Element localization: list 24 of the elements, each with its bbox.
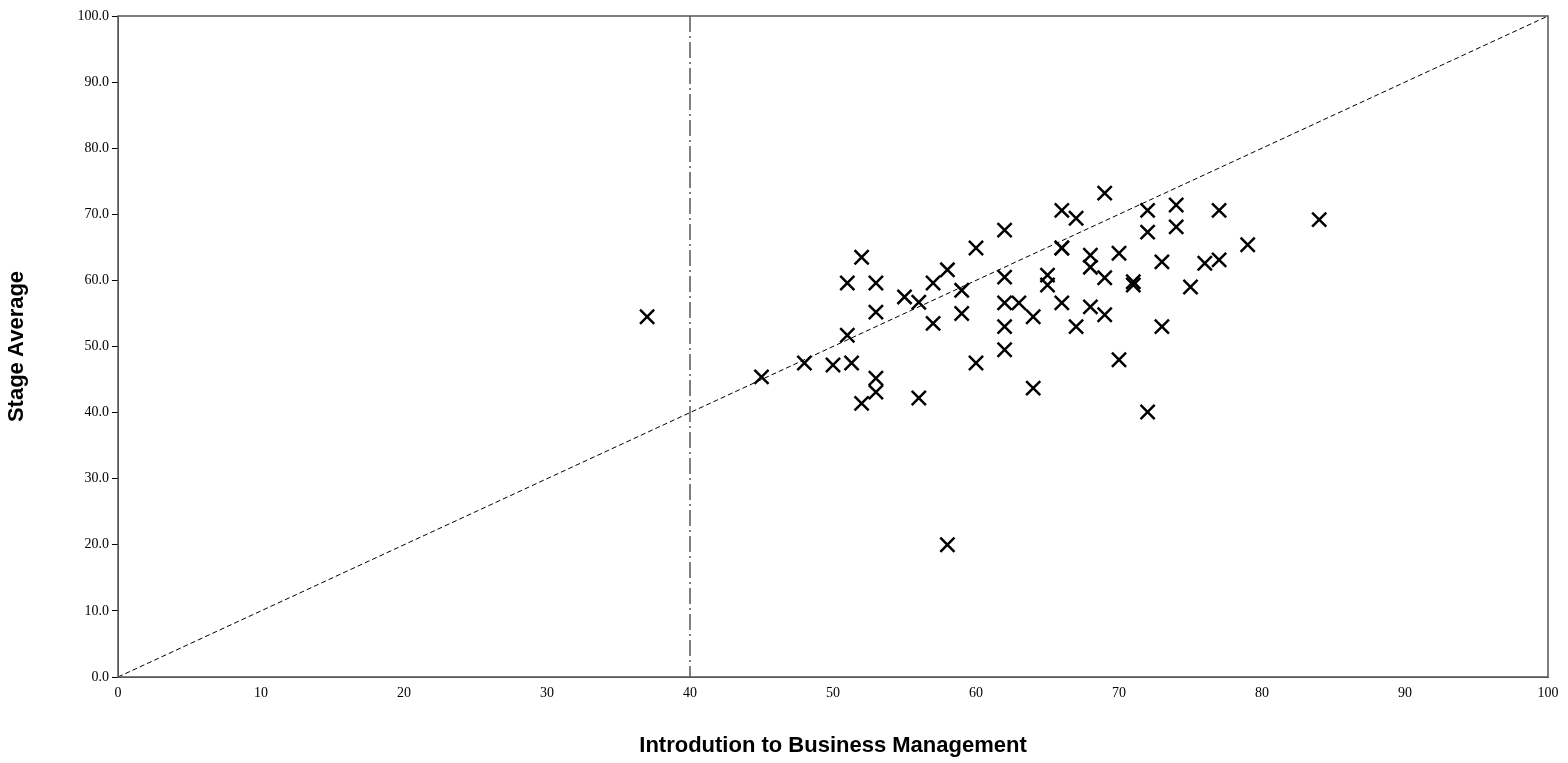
x-tick-label: 50 — [826, 684, 840, 700]
y-tick-label: 70.0 — [84, 205, 109, 221]
x-tick-label: 80 — [1255, 684, 1269, 700]
y-tick-label: 10.0 — [84, 602, 109, 618]
y-tick-label: 80.0 — [84, 139, 109, 155]
y-tick-label: 40.0 — [84, 404, 109, 420]
x-tick-label: 40 — [683, 684, 697, 700]
x-tick-label: 60 — [969, 684, 983, 700]
x-tick-label: 10 — [254, 684, 268, 700]
y-tick-label: 30.0 — [84, 470, 109, 486]
y-tick-label: 90.0 — [84, 73, 109, 89]
y-tick-label: 60.0 — [84, 272, 109, 288]
y-axis-title: Stage Average — [3, 270, 29, 423]
x-tick-label: 100 — [1537, 684, 1559, 700]
x-tick-label: 20 — [397, 684, 411, 700]
y-tick-label: 100.0 — [77, 7, 109, 23]
x-tick-label: 90 — [1398, 684, 1412, 700]
y-tick-label: 0.0 — [91, 668, 109, 684]
y-tick-label: 20.0 — [84, 536, 109, 552]
x-tick-label: 30 — [540, 684, 554, 700]
y-tick-label: 50.0 — [84, 338, 109, 354]
x-tick-label: 0 — [114, 684, 122, 700]
x-tick-label: 70 — [1112, 684, 1126, 700]
x-axis-title: Introdution to Business Management — [639, 731, 1028, 757]
